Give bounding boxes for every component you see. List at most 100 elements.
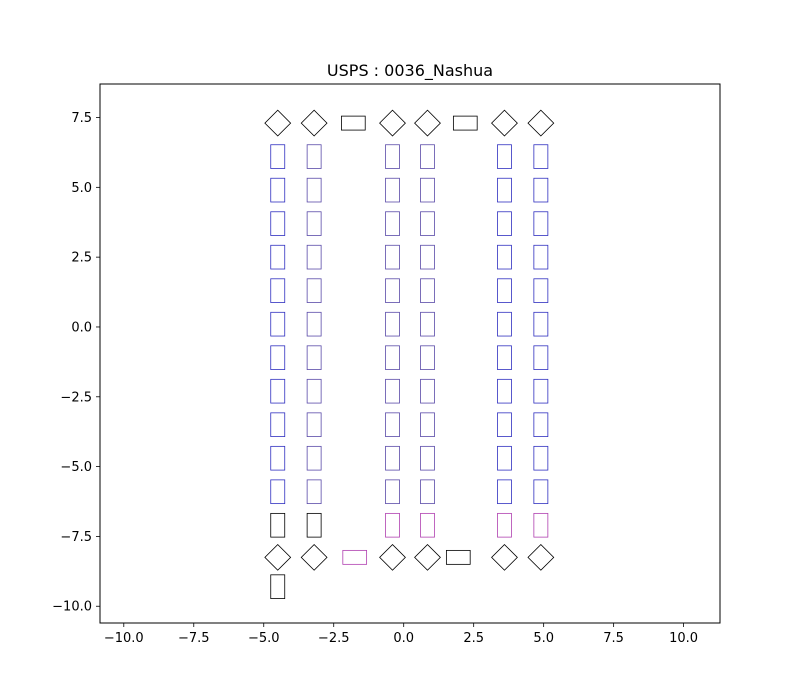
stall-marker bbox=[385, 412, 400, 437]
stall-marker bbox=[385, 244, 400, 270]
x-tick-label: −7.5 bbox=[178, 631, 210, 646]
stall-marker bbox=[533, 177, 549, 203]
stall-marker bbox=[533, 211, 549, 236]
stall-marker bbox=[497, 244, 512, 270]
stall-marker bbox=[270, 278, 286, 303]
stall-marker bbox=[497, 211, 512, 236]
horizontal-marker bbox=[445, 549, 471, 565]
diamond-marker bbox=[300, 109, 328, 137]
diamond-marker bbox=[491, 543, 518, 571]
stall-marker bbox=[420, 378, 435, 404]
x-tick-label: −5.0 bbox=[248, 631, 280, 646]
stall-marker bbox=[306, 177, 322, 203]
stall-marker bbox=[270, 445, 286, 471]
x-tick-label: −10.0 bbox=[104, 631, 144, 646]
diamond-marker bbox=[379, 109, 406, 137]
stall-marker bbox=[270, 574, 286, 599]
stall-marker bbox=[420, 144, 435, 169]
x-axis: −10.0 −7.5 −5.0 −2.5 0.0 2.5 5.0 7.5 10.0 bbox=[104, 623, 698, 646]
stall-marker bbox=[533, 311, 549, 337]
stall-marker bbox=[385, 445, 400, 471]
diamond-marker bbox=[264, 109, 292, 137]
horizontal-marker bbox=[452, 115, 478, 131]
stall-marker bbox=[270, 345, 286, 370]
stall-marker bbox=[420, 479, 435, 505]
stall-marker bbox=[533, 144, 549, 169]
stall-marker bbox=[497, 177, 512, 203]
y-tick-label: 7.5 bbox=[71, 111, 92, 126]
stall-marker bbox=[497, 412, 512, 437]
diamond-marker bbox=[264, 543, 292, 571]
stall-marker bbox=[270, 512, 286, 538]
x-tick-label: 0.0 bbox=[393, 631, 414, 646]
y-tick-label: −2.5 bbox=[60, 390, 92, 405]
y-tick-label: −7.5 bbox=[60, 530, 92, 545]
diamond-marker bbox=[379, 543, 406, 571]
stall-marker bbox=[420, 512, 435, 538]
stall-marker bbox=[306, 479, 322, 505]
stall-marker bbox=[420, 445, 435, 471]
stall-marker bbox=[533, 345, 549, 370]
stall-marker bbox=[306, 345, 322, 370]
stall-marker bbox=[497, 311, 512, 337]
stall-marker bbox=[533, 378, 549, 404]
y-axis: 7.5 5.0 2.5 0.0 −2.5 −5.0 −7.5 −10.0 bbox=[52, 111, 100, 615]
stall-marker bbox=[533, 445, 549, 471]
x-tick-label: 2.5 bbox=[463, 631, 484, 646]
x-tick-label: 10.0 bbox=[669, 631, 698, 646]
stall-marker bbox=[497, 445, 512, 471]
stall-marker bbox=[306, 412, 322, 437]
stall-marker bbox=[420, 345, 435, 370]
stall-marker bbox=[385, 479, 400, 505]
stall-marker bbox=[306, 211, 322, 236]
horizontal-marker bbox=[341, 115, 366, 131]
stall-marker bbox=[497, 378, 512, 404]
stall-marker bbox=[270, 412, 286, 437]
stall-marker bbox=[497, 278, 512, 303]
stall-marker bbox=[497, 479, 512, 505]
stall-marker bbox=[533, 512, 549, 538]
x-tick-label: 5.0 bbox=[533, 631, 554, 646]
chart-title: USPS : 0036_Nashua bbox=[327, 61, 493, 81]
stall-marker bbox=[420, 244, 435, 270]
stall-marker bbox=[533, 412, 549, 437]
stall-marker bbox=[270, 479, 286, 505]
stall-marker bbox=[385, 311, 400, 337]
y-tick-label: −10.0 bbox=[52, 600, 92, 615]
stall-marker bbox=[420, 211, 435, 236]
stall-marker bbox=[420, 311, 435, 337]
stall-marker bbox=[385, 378, 400, 404]
stall-marker bbox=[385, 512, 400, 538]
diamond-marker bbox=[527, 109, 555, 137]
diamond-marker bbox=[414, 543, 441, 571]
stall-marker bbox=[270, 378, 286, 404]
stall-marker bbox=[306, 244, 322, 270]
stall-marker bbox=[420, 278, 435, 303]
stall-marker bbox=[270, 177, 286, 203]
stall-marker bbox=[385, 144, 400, 169]
stall-marker bbox=[385, 345, 400, 370]
y-tick-label: 0.0 bbox=[71, 320, 92, 335]
diamond-marker bbox=[527, 543, 555, 571]
stall-marker bbox=[306, 512, 322, 538]
stall-marker bbox=[385, 278, 400, 303]
diamond-marker bbox=[300, 543, 328, 571]
stall-marker bbox=[306, 311, 322, 337]
stall-marker bbox=[497, 512, 512, 538]
diamond-marker bbox=[491, 109, 518, 137]
y-tick-label: −5.0 bbox=[60, 460, 92, 475]
stall-marker bbox=[420, 177, 435, 203]
stall-marker bbox=[385, 177, 400, 203]
stall-marker bbox=[497, 345, 512, 370]
diamond-marker bbox=[414, 109, 441, 137]
stall-marker bbox=[306, 445, 322, 471]
y-tick-label: 5.0 bbox=[71, 181, 92, 196]
stall-marker bbox=[497, 144, 512, 169]
stall-marker bbox=[306, 278, 322, 303]
horizontal-marker bbox=[342, 549, 368, 565]
plot-frame bbox=[99, 83, 721, 624]
stall-marker bbox=[385, 211, 400, 236]
x-tick-label: −2.5 bbox=[318, 631, 350, 646]
stall-marker bbox=[420, 412, 435, 437]
